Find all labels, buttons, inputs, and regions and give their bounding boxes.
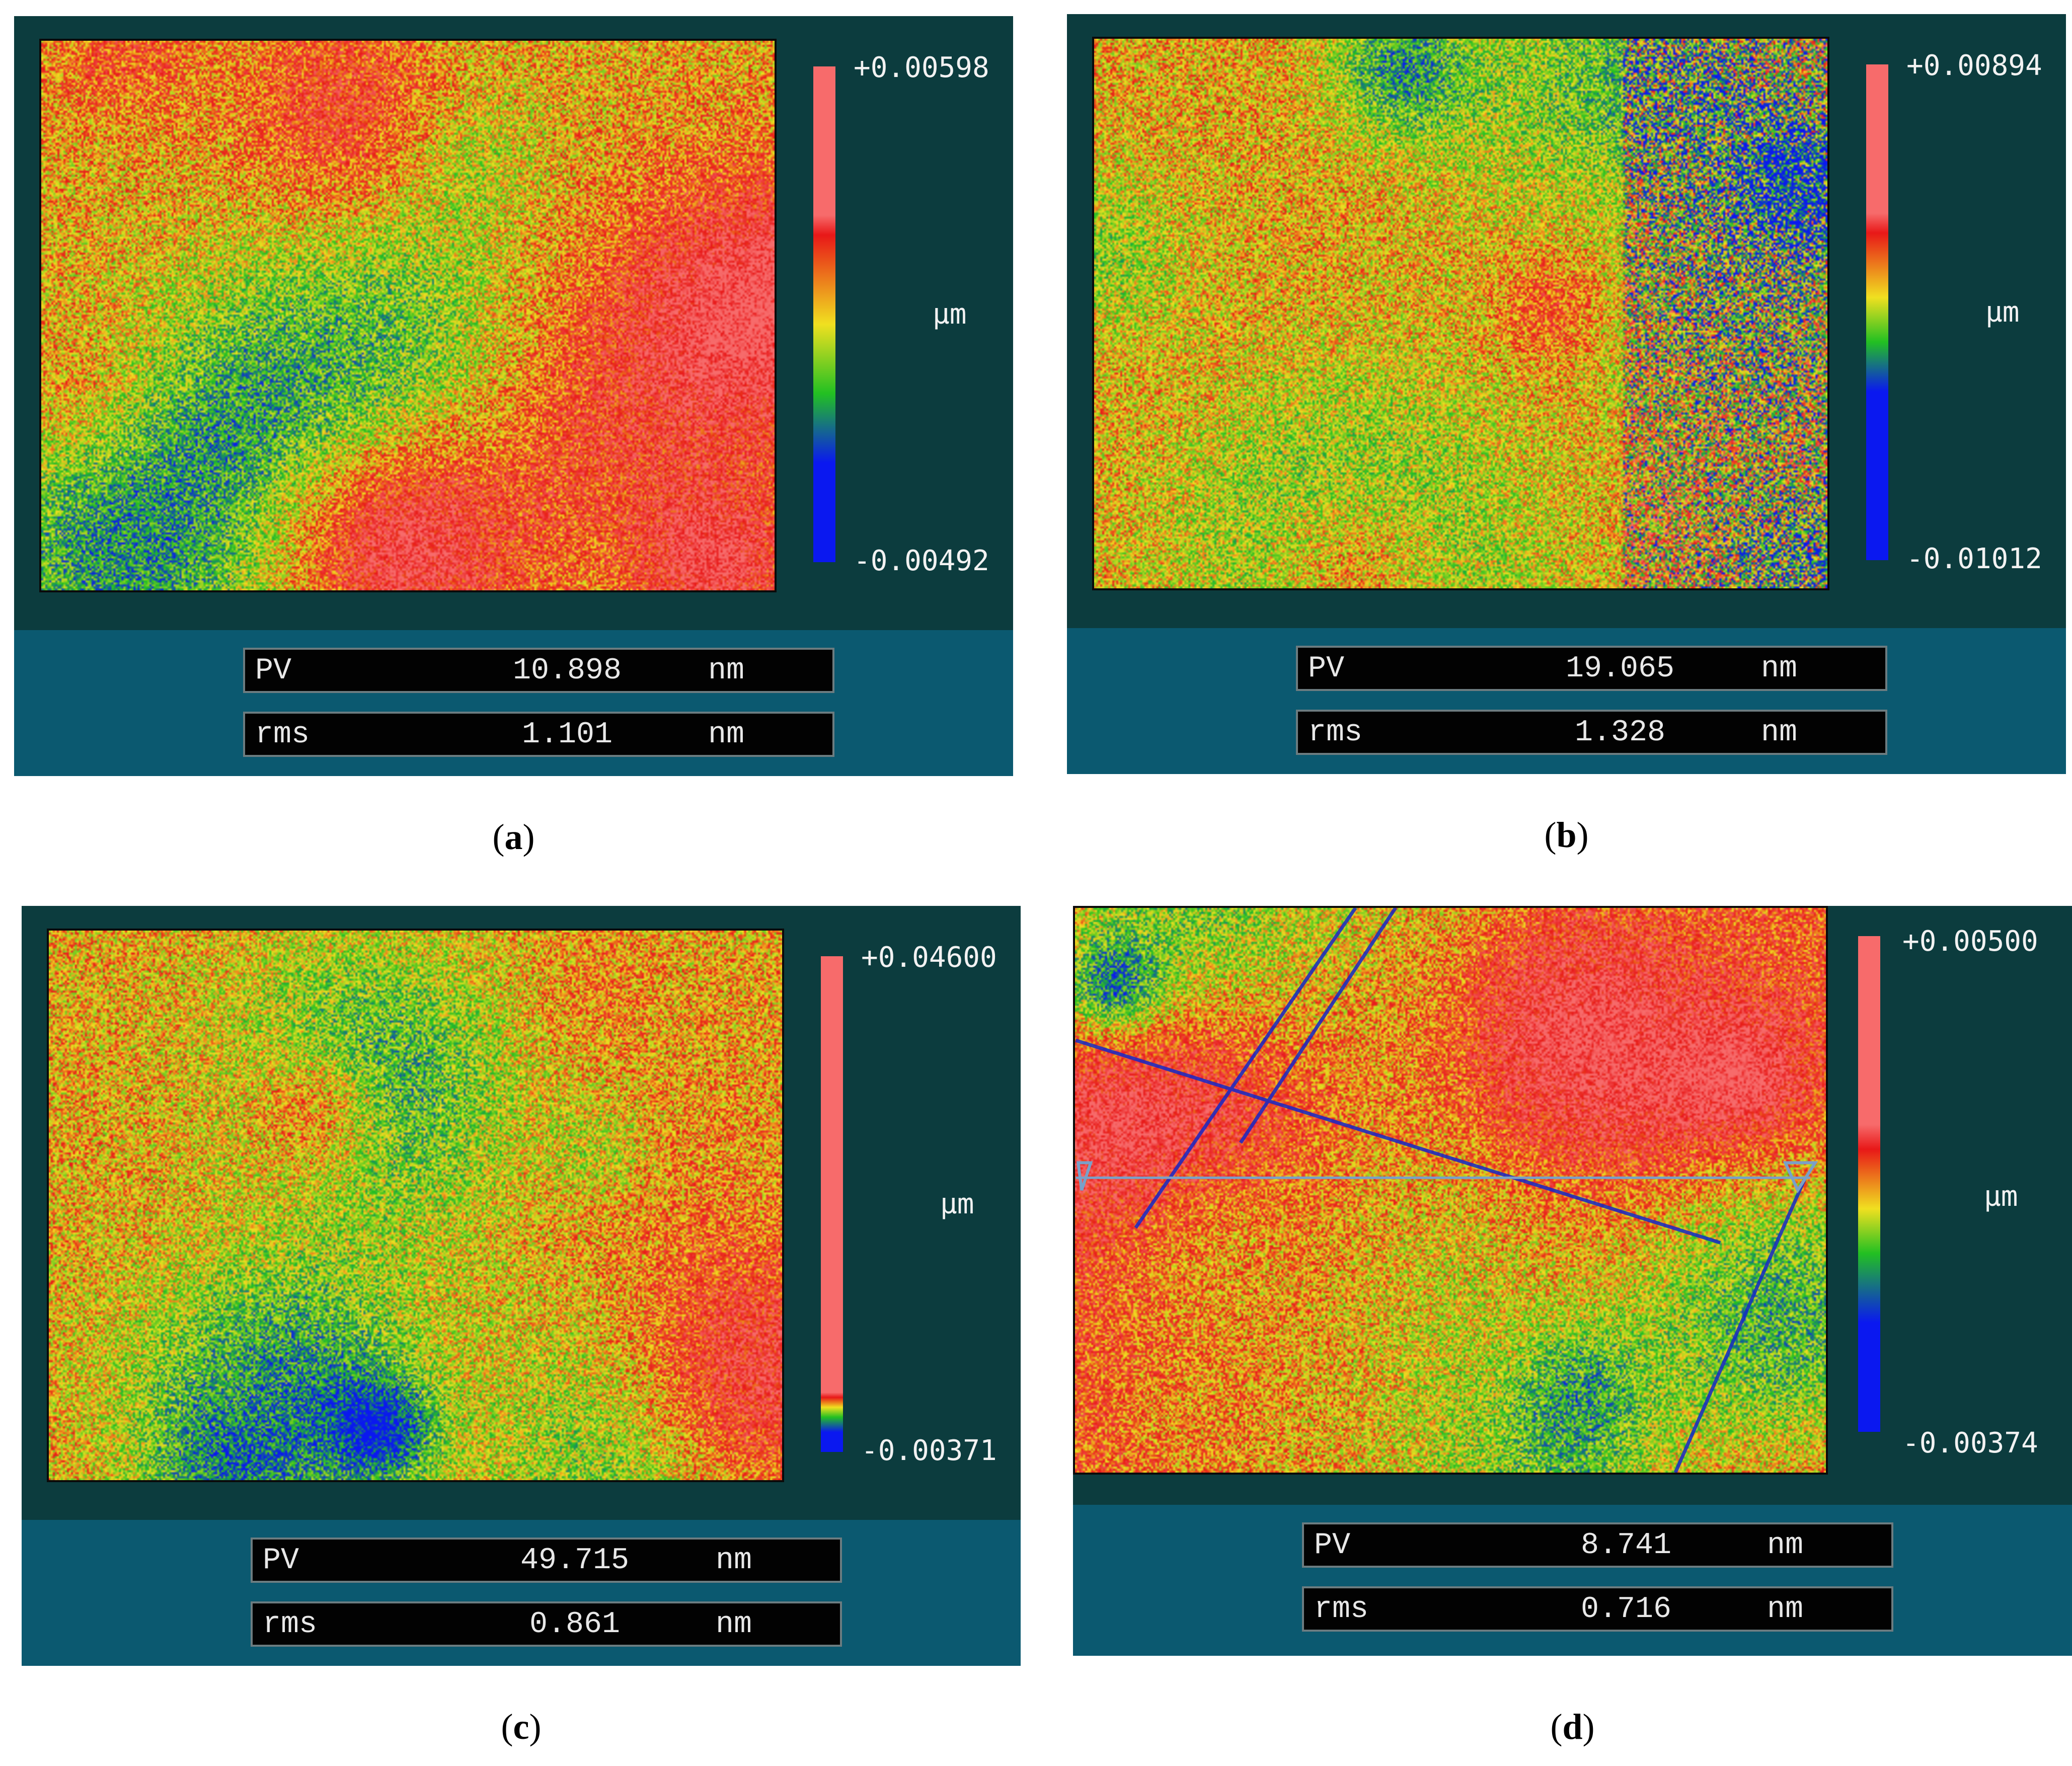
pv-value: 49.715 (520, 1544, 630, 1578)
pv-readout: PV 10.898 nm (243, 648, 834, 693)
scale-min-label: -0.00374 (1902, 1427, 2038, 1460)
surface-height-map[interactable] (47, 929, 784, 1482)
rms-label: rms (1308, 716, 1363, 750)
color-scale-bar (1866, 64, 1888, 560)
rms-value: 1.101 (521, 718, 613, 752)
pv-unit: nm (716, 1544, 752, 1578)
rms-readout: rms 0.861 nm (251, 1601, 842, 1647)
color-scale-bar (813, 66, 835, 562)
height-map-canvas (49, 931, 782, 1480)
left-marker-icon[interactable] (1076, 1161, 1093, 1191)
height-map-canvas (41, 41, 775, 590)
scale-unit-label: µm (1985, 296, 2020, 329)
right-marker-icon[interactable] (1783, 1161, 1818, 1194)
pv-label: PV (1308, 652, 1345, 686)
viewer-area: +0.00598 µm -0.00492 (14, 16, 1013, 630)
pv-label: PV (1314, 1528, 1351, 1563)
rms-readout: rms 0.716 nm (1302, 1586, 1893, 1632)
surface-height-map[interactable] (1092, 37, 1829, 590)
rms-readout: rms 1.328 nm (1296, 710, 1887, 755)
height-map-canvas (1075, 908, 1826, 1473)
rms-readout: rms 1.101 nm (243, 712, 834, 757)
viewer-area: +0.04600 µm -0.00371 (22, 906, 1021, 1520)
rms-label: rms (255, 718, 310, 752)
rms-label: rms (1314, 1592, 1369, 1627)
viewer-area: +0.00894 µm -0.01012 (1067, 14, 2066, 628)
scratch-overlay (1075, 908, 1818, 1473)
pv-readout: PV 8.741 nm (1302, 1522, 1893, 1568)
pv-readout: PV 19.065 nm (1296, 646, 1887, 691)
caption-letter: a (504, 817, 523, 857)
panel-caption: (a) (492, 817, 535, 857)
scale-min-label: -0.01012 (1906, 543, 2042, 575)
scale-max-label: +0.00894 (1906, 49, 2042, 82)
panel-caption: (c) (501, 1707, 542, 1747)
scale-max-label: +0.00500 (1902, 925, 2038, 958)
rms-unit: nm (1761, 716, 1798, 750)
rms-unit: nm (1767, 1592, 1804, 1627)
scale-unit-label: µm (1984, 1180, 2018, 1213)
pv-label: PV (255, 654, 292, 688)
caption-letter: d (1562, 1707, 1583, 1747)
panel-caption: (d) (1550, 1707, 1595, 1747)
rms-value: 0.716 (1580, 1592, 1672, 1627)
viewer-area: +0.00500 µm -0.00374 (1073, 906, 2072, 1520)
scale-min-label: -0.00371 (861, 1434, 997, 1467)
pv-value: 19.065 (1565, 652, 1675, 686)
stats-area: PV 49.715 nm rms 0.861 nm (22, 1520, 1021, 1666)
height-map-canvas (1094, 39, 1827, 588)
scale-unit-label: µm (933, 298, 967, 331)
pv-unit: nm (1767, 1528, 1804, 1563)
stats-area: PV 8.741 nm rms 0.716 nm (1073, 1505, 2072, 1656)
pv-readout: PV 49.715 nm (251, 1538, 842, 1583)
scale-max-label: +0.00598 (854, 51, 989, 84)
rms-unit: nm (716, 1607, 752, 1642)
scale-unit-label: µm (940, 1188, 974, 1220)
rms-unit: nm (708, 718, 745, 752)
stats-area: PV 19.065 nm rms 1.328 nm (1067, 628, 2066, 774)
pv-unit: nm (1761, 652, 1798, 686)
caption-letter: c (513, 1707, 529, 1747)
scale-min-label: -0.00492 (854, 545, 989, 577)
pv-value: 8.741 (1580, 1528, 1672, 1563)
stats-area: PV 10.898 nm rms 1.101 nm (14, 630, 1013, 776)
pv-label: PV (263, 1544, 299, 1578)
surface-height-map[interactable] (39, 39, 777, 592)
caption-letter: b (1556, 815, 1577, 855)
rms-value: 0.861 (529, 1607, 621, 1642)
color-scale-bar (821, 956, 843, 1452)
panel-caption: (b) (1544, 815, 1589, 855)
rms-value: 1.328 (1574, 716, 1666, 750)
surface-height-map[interactable] (1073, 906, 1828, 1475)
scale-max-label: +0.04600 (861, 941, 997, 974)
pv-value: 10.898 (512, 654, 622, 688)
color-scale-bar (1858, 936, 1880, 1432)
rms-label: rms (263, 1607, 318, 1642)
pv-unit: nm (708, 654, 745, 688)
